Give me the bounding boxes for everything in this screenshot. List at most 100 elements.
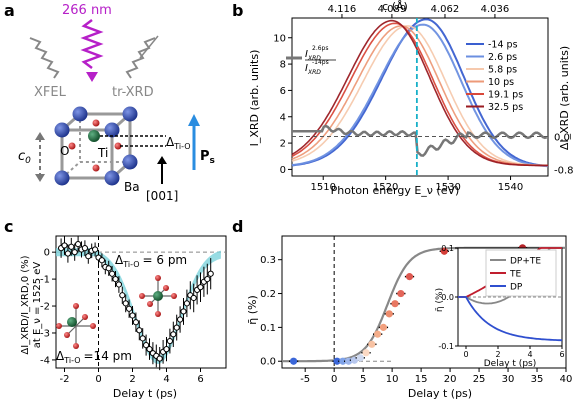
octahedron-small: [139, 275, 177, 317]
b-ylabel: I_XRD (arb. units): [248, 50, 261, 147]
plot-c: -2 0 2 4 6 0 -1 -2 -3 -4: [40, 235, 227, 385]
c-annot-top: ΔTi-O = 6 pm: [115, 253, 187, 269]
c-ylabel2: at E_ν = 1525 eV: [32, 262, 43, 349]
b-y2tick-label: 0.0: [554, 133, 570, 144]
c0-arrowhead-top: [35, 132, 45, 140]
b-ytick-label: 2: [280, 139, 286, 150]
b-series-line: [291, 18, 549, 167]
b-toptick-label: 4.089: [378, 4, 407, 15]
svg-text:IXRD: IXRD: [305, 63, 321, 76]
delta-ti-o-label: ΔTi-O: [166, 135, 191, 151]
d-inset-xtick-label: 4: [527, 350, 532, 359]
b-series-line: [291, 19, 548, 167]
ba-label: Ba: [124, 180, 140, 194]
b-legend-label: -14 ps: [488, 40, 518, 51]
c-data-point: [143, 342, 150, 349]
b-toptick-label: 4.116: [328, 4, 357, 15]
c-data-point: [129, 312, 136, 319]
d-xlabel: Delay t (ps): [408, 387, 472, 400]
ps-label: Ps: [200, 149, 215, 166]
d-data-point: [385, 310, 393, 318]
c-data-point: [105, 265, 112, 272]
d-data-point: [362, 349, 370, 357]
b-xtick-label: 1530: [435, 182, 460, 193]
o-atom: [92, 164, 100, 172]
d-data-point: [397, 289, 405, 298]
direction-arrowhead: [157, 156, 167, 164]
d-inset-legend-label: TE: [509, 270, 521, 280]
c-xtick-label: 6: [197, 374, 203, 385]
d-data-point: [405, 273, 414, 281]
b-series-line: [291, 25, 548, 167]
d-inset-ylabel: η̄ (%): [435, 288, 445, 312]
panel-c: c -2 0 2 4 6 0 -1 -2 -3 -4 Delay t (ps) ΔI_XRD/I_…: [4, 217, 227, 400]
c-xtick-label: 4: [163, 374, 169, 385]
svg-text:2.6ps: 2.6ps: [312, 45, 328, 52]
ba-atom: [122, 154, 138, 170]
b-xtick-label: 1510: [310, 182, 335, 193]
direction-label: [001]: [146, 189, 178, 203]
d-inset-xtick-label: 6: [559, 350, 564, 359]
c-data-point: [170, 331, 177, 338]
c-data-point: [177, 316, 184, 323]
d-data-point: [379, 323, 388, 331]
d-xtick-label: 0: [331, 374, 337, 385]
trxrd-label: tr-XRD: [112, 85, 154, 100]
c-xtick-label: 2: [129, 374, 135, 385]
panel-a: a 266 nm XFEL tr-XRD c0: [4, 1, 215, 203]
b-legend-label: 5.8 ps: [488, 65, 517, 76]
c-data-point: [163, 346, 170, 353]
xray-in-beam: [29, 37, 60, 79]
d-xtick-label: 20: [444, 374, 457, 385]
c-data-point: [136, 327, 143, 334]
d-ytick-label: 0.1: [260, 323, 276, 334]
xfel-label: XFEL: [34, 85, 67, 100]
b-ytick-label: 0: [280, 165, 286, 176]
d-data-point: [289, 357, 298, 365]
d-xtick-label: -5: [300, 374, 310, 385]
b-xtick-label: 1520: [373, 182, 398, 193]
d-xtick-label: 40: [560, 374, 573, 385]
b-ytick-label: 4: [280, 112, 286, 123]
b-top-axis-label: c (Å): [382, 0, 408, 13]
c-data-point: [98, 257, 106, 264]
b-legend-label: 2.6 ps: [488, 52, 517, 63]
d-xtick-label: 25: [473, 374, 486, 385]
o-label: O: [60, 144, 69, 158]
c-axes-frame: [55, 235, 227, 369]
ba-atom: [104, 122, 120, 138]
c-data-point: [173, 324, 180, 331]
d-data-point: [374, 330, 382, 338]
panel-label-c: c: [4, 217, 13, 236]
c-data-point: [81, 245, 89, 252]
o-atom: [68, 142, 76, 150]
c-data-point: [126, 305, 133, 312]
b-xlabel: Photon energy E_ν (eV): [331, 184, 460, 197]
c0-label: c0: [18, 149, 31, 166]
c-data-point: [183, 300, 190, 307]
d-inset-series-line: [458, 296, 563, 342]
unit-cell: [60, 112, 134, 180]
c-ytick-label: -3: [40, 328, 50, 339]
d-inset-legend-box: [485, 249, 557, 297]
b-ytick-label: 8: [280, 60, 286, 71]
d-data-point: [333, 357, 341, 365]
b-diff-legend: IXRD 2.6ps IXRD -14ps: [286, 45, 336, 76]
xray-out-beam: [125, 37, 156, 79]
d-ytick-label: 0.2: [260, 289, 276, 300]
o-atom: [114, 142, 122, 150]
ba-atom: [54, 122, 70, 138]
c-data-point: [71, 249, 78, 256]
b-y2tick-label: -0.8: [554, 165, 574, 176]
c0-arrowhead-bot: [35, 174, 45, 182]
c-data-point: [132, 319, 139, 326]
c-data-point: [156, 355, 163, 362]
d-xtick-label: 15: [415, 374, 428, 385]
b-ytick-label: 6: [280, 86, 286, 97]
panel-label-a: a: [4, 1, 15, 20]
c-ytick-label: -2: [40, 302, 50, 313]
b-series-line: [291, 23, 549, 168]
c-data-point: [146, 346, 153, 353]
ti-atom: [88, 130, 100, 142]
d-data-point: [345, 357, 353, 365]
